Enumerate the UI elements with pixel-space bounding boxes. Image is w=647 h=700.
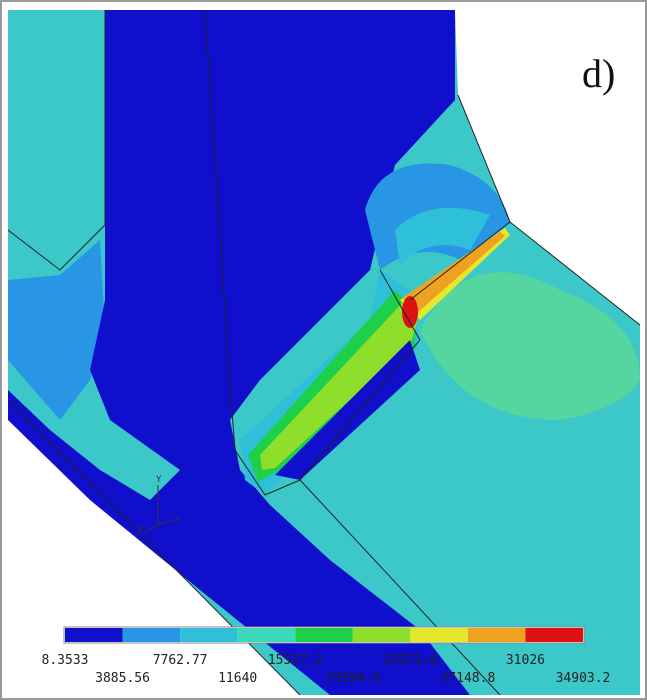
legend-label: 15517.2 — [268, 653, 323, 668]
legend-label: 8.3533 — [42, 653, 89, 668]
triad-label: X — [174, 515, 180, 525]
region-lightblue-left — [8, 240, 105, 420]
region-darkblue — [8, 10, 470, 695]
triad-label: Y — [156, 475, 162, 485]
legend: 8.3533 7762.77 15517.2 23271.6 31026 3885.56 1… — [42, 626, 611, 686]
slot-cavity — [275, 340, 420, 480]
contour-cyan — [395, 207, 490, 265]
triad-axis — [157, 519, 173, 526]
legend-label: 3885.56 — [95, 671, 150, 686]
legend-swatch — [237, 628, 296, 642]
legend-swatch — [467, 628, 526, 642]
legend-swatch — [295, 628, 353, 642]
legend-swatch — [122, 628, 181, 642]
triad-label: Z — [138, 525, 144, 535]
geometry-lines — [7, 9, 641, 696]
legend-label: 27148.8 — [440, 671, 495, 686]
legend-swatch — [410, 628, 468, 642]
legend-swatch — [525, 628, 583, 642]
legend-label: 34903.2 — [556, 671, 611, 686]
legend-label: 11640 — [218, 671, 257, 686]
axis-triad: Y Z X — [138, 475, 180, 535]
region-green-light — [420, 272, 640, 420]
region-teal-upper-left — [8, 10, 105, 270]
legend-label: 7762.77 — [153, 653, 208, 668]
legend-swatch — [352, 628, 411, 642]
contour-slot-yellowgreen — [260, 300, 418, 470]
legend-swatch — [180, 628, 238, 642]
contour-orange — [402, 232, 505, 312]
legend-label: 23271.6 — [383, 653, 438, 668]
triad-axis — [144, 524, 159, 533]
legend-label: 19394.4 — [325, 671, 380, 686]
contour-red — [402, 296, 418, 328]
legend-swatch — [65, 628, 123, 642]
legend-label: 31026 — [506, 653, 545, 668]
panel-label: d) — [582, 51, 615, 96]
